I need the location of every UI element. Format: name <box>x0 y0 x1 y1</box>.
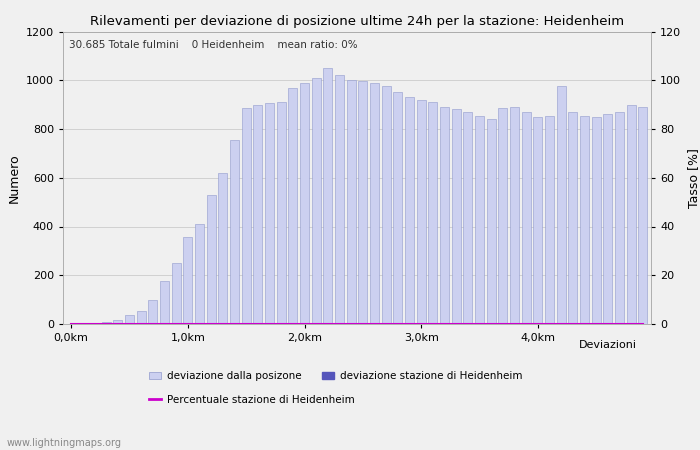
Bar <box>183 238 192 324</box>
Bar <box>428 102 438 324</box>
Bar <box>172 263 181 324</box>
Bar <box>288 88 298 324</box>
Bar <box>638 107 648 324</box>
Bar <box>382 86 391 324</box>
Bar <box>358 81 368 324</box>
Bar <box>78 323 88 324</box>
Bar <box>475 116 484 324</box>
Bar <box>90 323 99 324</box>
Bar <box>125 315 134 324</box>
Bar <box>335 75 344 324</box>
Bar <box>592 117 601 324</box>
Text: 30.685 Totale fulmini    0 Heidenheim    mean ratio: 0%: 30.685 Totale fulmini 0 Heidenheim mean … <box>69 40 358 50</box>
Bar <box>312 78 321 324</box>
Bar <box>626 104 636 324</box>
Text: www.lightningmaps.org: www.lightningmaps.org <box>7 437 122 447</box>
Bar <box>195 224 204 324</box>
Bar <box>241 108 251 324</box>
Bar <box>533 117 542 324</box>
Bar <box>113 320 122 324</box>
Bar <box>580 116 589 324</box>
Bar <box>276 102 286 324</box>
Text: Deviazioni: Deviazioni <box>579 340 637 350</box>
Bar <box>148 300 158 324</box>
Bar <box>230 140 239 324</box>
Bar <box>253 104 262 324</box>
Bar <box>160 281 169 324</box>
Bar <box>300 83 309 324</box>
Bar <box>323 68 332 324</box>
Bar <box>463 112 473 324</box>
Bar <box>510 107 519 324</box>
Bar <box>603 114 612 324</box>
Bar <box>346 80 356 324</box>
Bar <box>206 195 216 324</box>
Y-axis label: Numero: Numero <box>7 153 20 202</box>
Bar <box>370 83 379 324</box>
Bar <box>522 112 531 324</box>
Bar <box>136 310 146 324</box>
Legend: Percentuale stazione di Heidenheim: Percentuale stazione di Heidenheim <box>145 391 358 409</box>
Bar <box>568 112 578 324</box>
Bar <box>486 119 496 324</box>
Bar <box>452 109 461 324</box>
Bar <box>405 97 414 324</box>
Bar <box>440 107 449 324</box>
Bar <box>615 112 624 324</box>
Bar <box>545 116 554 324</box>
Bar <box>393 92 402 324</box>
Bar <box>218 173 228 324</box>
Bar <box>102 322 111 324</box>
Bar <box>556 86 566 324</box>
Bar <box>265 104 274 324</box>
Bar <box>416 100 426 324</box>
Title: Rilevamenti per deviazione di posizione ultime 24h per la stazione: Heidenheim: Rilevamenti per deviazione di posizione … <box>90 14 624 27</box>
Y-axis label: Tasso [%]: Tasso [%] <box>687 148 700 208</box>
Bar <box>498 108 508 324</box>
